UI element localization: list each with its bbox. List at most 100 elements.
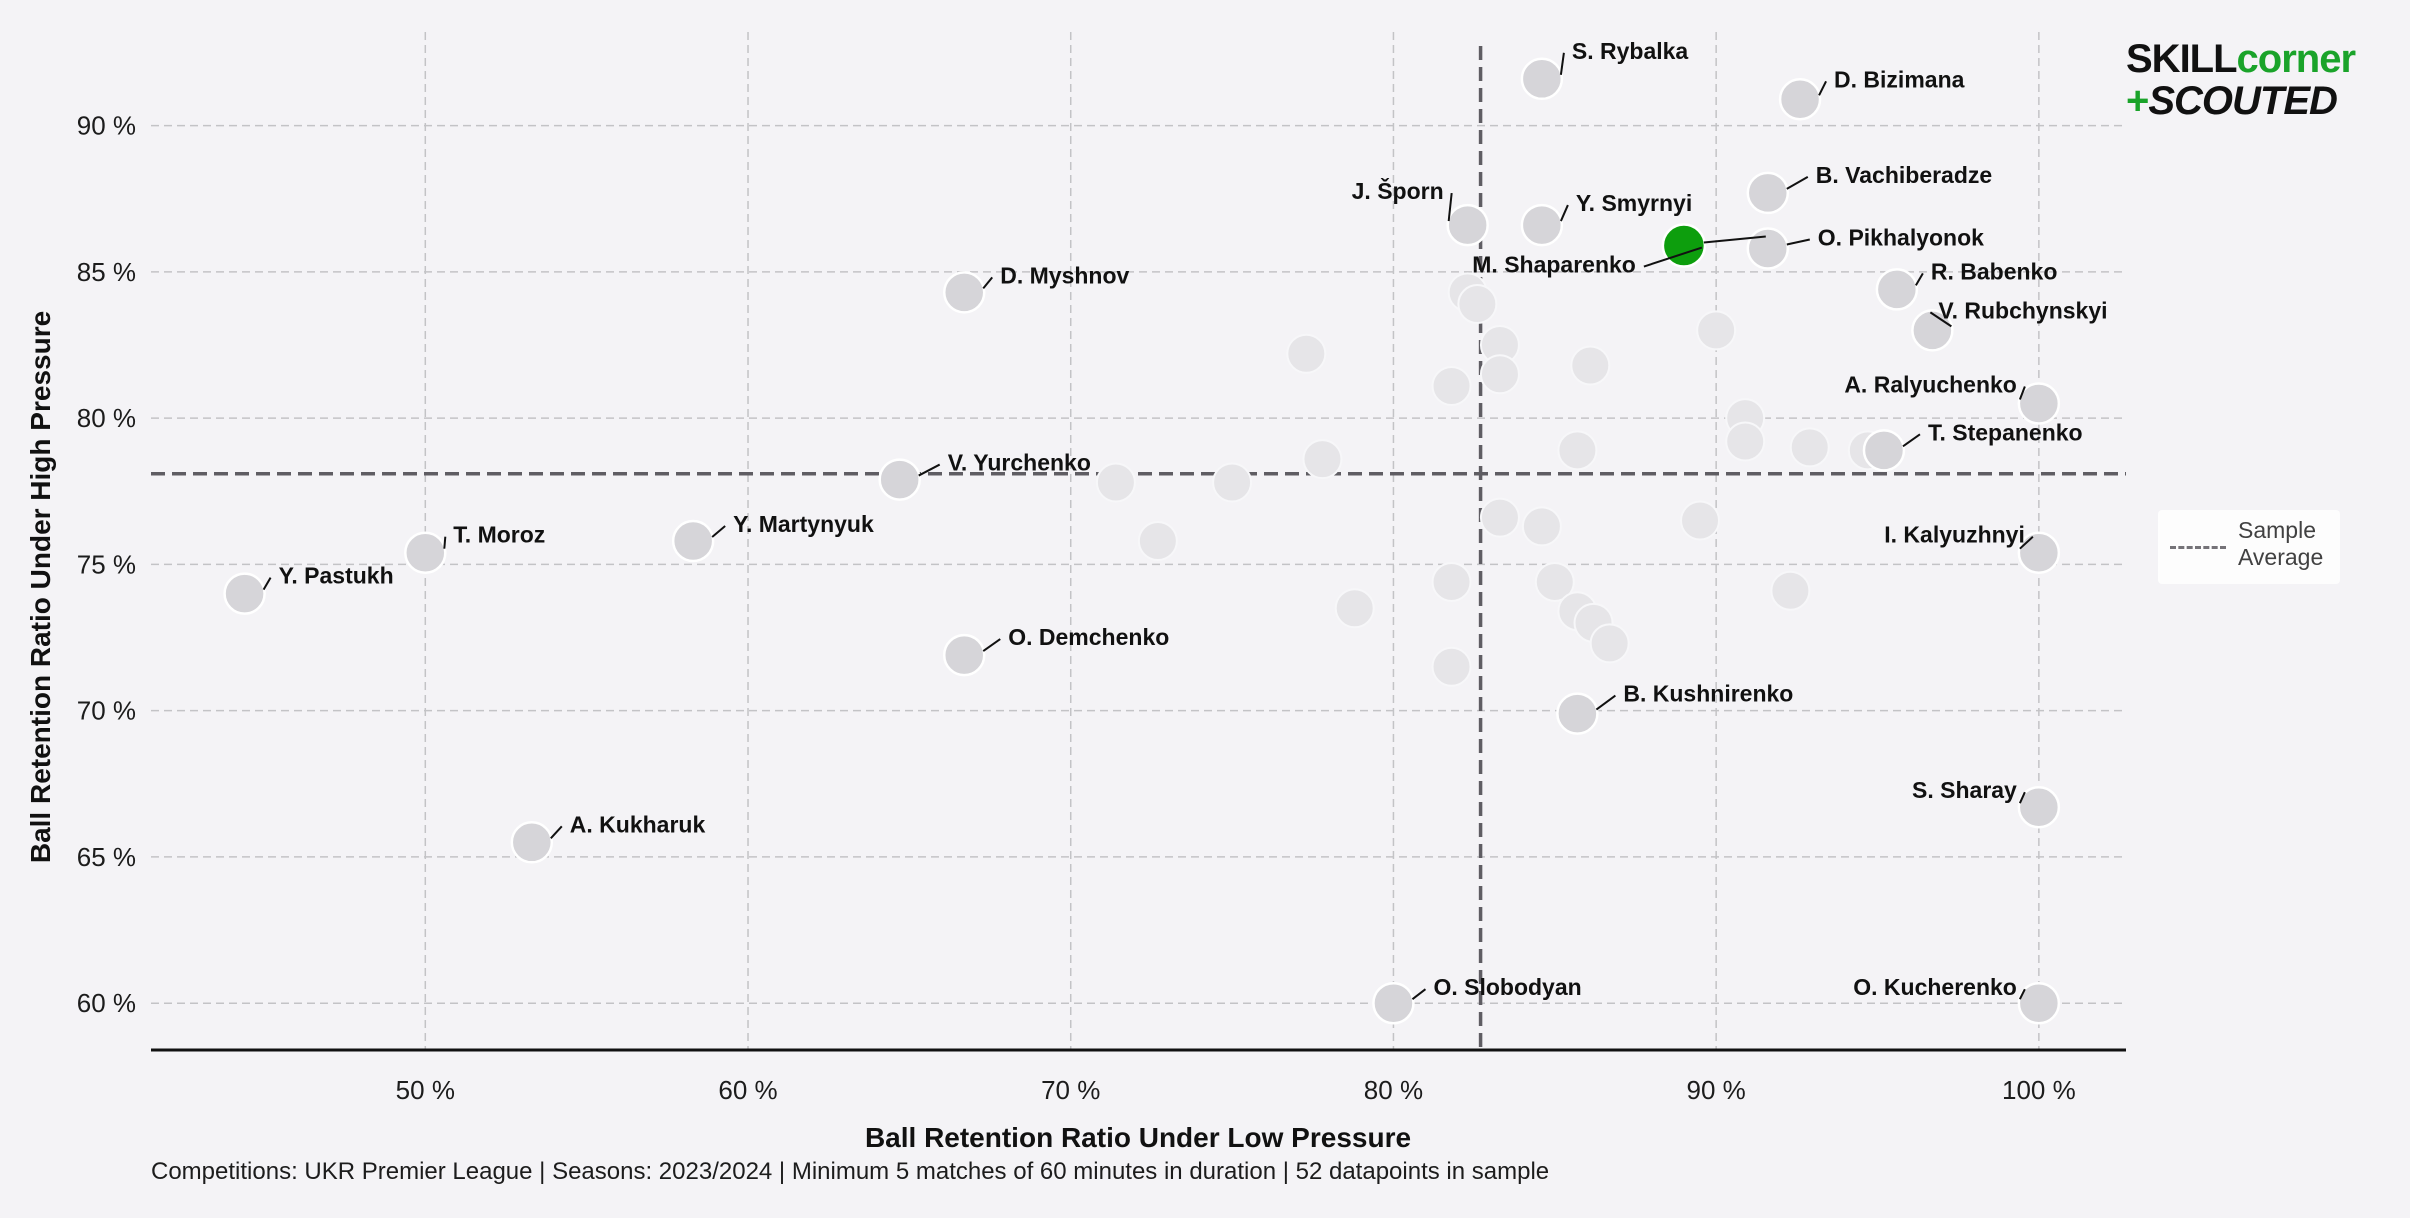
- label-leader-line: [1818, 80, 1827, 96]
- data-point: [1302, 439, 1343, 480]
- data-point: [2017, 531, 2061, 574]
- x-tick-label: 100 %: [2002, 1075, 2076, 1105]
- label-leader-line: [443, 536, 447, 549]
- label-leader-line: [2018, 791, 2026, 804]
- data-point: [1431, 365, 1472, 406]
- logo-scouted: SCOUTED: [2148, 79, 2338, 123]
- data-point: [223, 572, 266, 615]
- data-point: [1095, 462, 1136, 503]
- point-label: O. Kucherenko: [1853, 974, 2017, 1000]
- point-labels: S. Rybalka D. Bizimana B. Vachiberadze J. Š…: [262, 38, 2108, 1000]
- label-leader-line: [1447, 192, 1453, 222]
- label-leader-line: [2018, 988, 2026, 1000]
- point-label: O. Slobodyan: [1433, 974, 1581, 1000]
- data-point: [510, 821, 554, 864]
- footer-caption: Competitions: UKR Premier League | Seaso…: [151, 1158, 1550, 1185]
- data-point: [1875, 268, 1919, 311]
- label-leader-line: [1929, 311, 1952, 328]
- x-tick-label: 60 %: [718, 1075, 777, 1105]
- tick-labels: 50 % 60 % 70 % 80 % 90 % 100 % 60 % 65 % 70 % 75 …: [77, 111, 2076, 1105]
- y-tick-label: 70 %: [77, 696, 136, 726]
- average-lines: [151, 46, 2126, 1050]
- point-label: I. Kalyuzhnyi: [1884, 522, 2025, 548]
- label-leader-line: [1595, 694, 1616, 711]
- data-point: [942, 633, 986, 677]
- logo-corner: corner: [2236, 37, 2356, 81]
- x-tick-label: 80 %: [1364, 1075, 1423, 1105]
- data-point: [1446, 203, 1489, 247]
- y-axis-title: Ball Retention Ratio Under High Pressure: [25, 311, 56, 863]
- label-leader-line: [982, 638, 1001, 652]
- data-point: [1534, 561, 1575, 602]
- legend-label: Sample Average: [2238, 517, 2323, 571]
- data-point: [2017, 785, 2061, 829]
- point-label: B. Vachiberadze: [1816, 162, 1992, 188]
- data-point: [1212, 462, 1253, 503]
- legend-dashed-line-icon: [2170, 546, 2226, 549]
- data-point: [1334, 588, 1375, 629]
- data-point: [1457, 284, 1498, 325]
- skillcorner-scouted-logo: SKILLcorner +SCOUTED: [2126, 38, 2366, 122]
- data-point: [1520, 203, 1564, 247]
- logo-plus: +: [2126, 79, 2149, 123]
- data-point: [1431, 561, 1472, 602]
- point-label: A. Kukharuk: [570, 811, 706, 837]
- legend-line2: Average: [2238, 544, 2324, 570]
- label-leader-line: [711, 525, 726, 538]
- y-tick-label: 60 %: [77, 988, 136, 1018]
- data-point: [1479, 354, 1520, 395]
- point-label: T. Stepanenko: [1928, 419, 2083, 445]
- label-leader-line: [2019, 535, 2034, 550]
- data-point: [1431, 646, 1472, 687]
- data-point: [942, 271, 986, 314]
- point-label: T. Moroz: [453, 522, 545, 548]
- label-leader-line: [1902, 433, 1921, 448]
- label-leader-line: [1703, 235, 1766, 244]
- label-leader-line: [1643, 246, 1703, 268]
- point-label: D. Bizimana: [1834, 66, 1965, 92]
- data-point: [1789, 427, 1830, 468]
- y-tick-label: 65 %: [77, 842, 136, 872]
- data-points: [223, 57, 2061, 1025]
- data-point: [1746, 227, 1790, 270]
- data-point: [1696, 310, 1737, 351]
- x-tick-label: 70 %: [1041, 1075, 1100, 1105]
- point-label: S. Sharay: [1912, 777, 2017, 803]
- point-label: O. Pikhalyonok: [1818, 224, 1984, 250]
- point-label: S. Rybalka: [1572, 38, 1689, 64]
- y-tick-label: 90 %: [77, 111, 136, 141]
- data-point: [2017, 981, 2061, 1025]
- data-point: [1589, 623, 1630, 664]
- point-label: V. Rubchynskyi: [1938, 297, 2107, 323]
- logo-skill: SKILL: [2126, 37, 2238, 81]
- label-leader-line: [1411, 988, 1427, 1000]
- data-point: [404, 531, 447, 574]
- label-leader-line: [2018, 386, 2026, 400]
- label-leader-line: [1559, 204, 1569, 222]
- data-point: [1778, 78, 1822, 121]
- data-point: [1137, 521, 1178, 561]
- label-leader-line: [1786, 238, 1811, 246]
- y-tick-label: 85 %: [77, 257, 136, 287]
- y-tick-label: 75 %: [77, 549, 136, 579]
- label-leader-line: [1786, 176, 1809, 190]
- point-label: Y. Smyrnyi: [1576, 190, 1692, 216]
- label-leader-line: [1915, 272, 1924, 286]
- point-label: Y. Pastukh: [279, 563, 394, 589]
- x-axis-title: Ball Retention Ratio Under Low Pressure: [865, 1122, 1411, 1153]
- data-point: [1725, 421, 1766, 462]
- point-label: O. Demchenko: [1008, 624, 1169, 650]
- data-point: [1680, 500, 1721, 541]
- legend-line1: Sample: [2238, 517, 2316, 543]
- data-point: [2017, 382, 2061, 425]
- point-label: D. Myshnov: [1000, 262, 1129, 288]
- label-leader-line: [982, 276, 994, 289]
- label-leader-line: [550, 825, 563, 839]
- x-tick-label: 90 %: [1687, 1075, 1746, 1105]
- point-label: Y. Martynyuk: [733, 511, 874, 537]
- label-leader-line: [1559, 52, 1565, 75]
- point-label: J. Šporn: [1352, 177, 1444, 204]
- point-label: B. Kushnirenko: [1623, 681, 1793, 707]
- data-point: [1556, 692, 1599, 735]
